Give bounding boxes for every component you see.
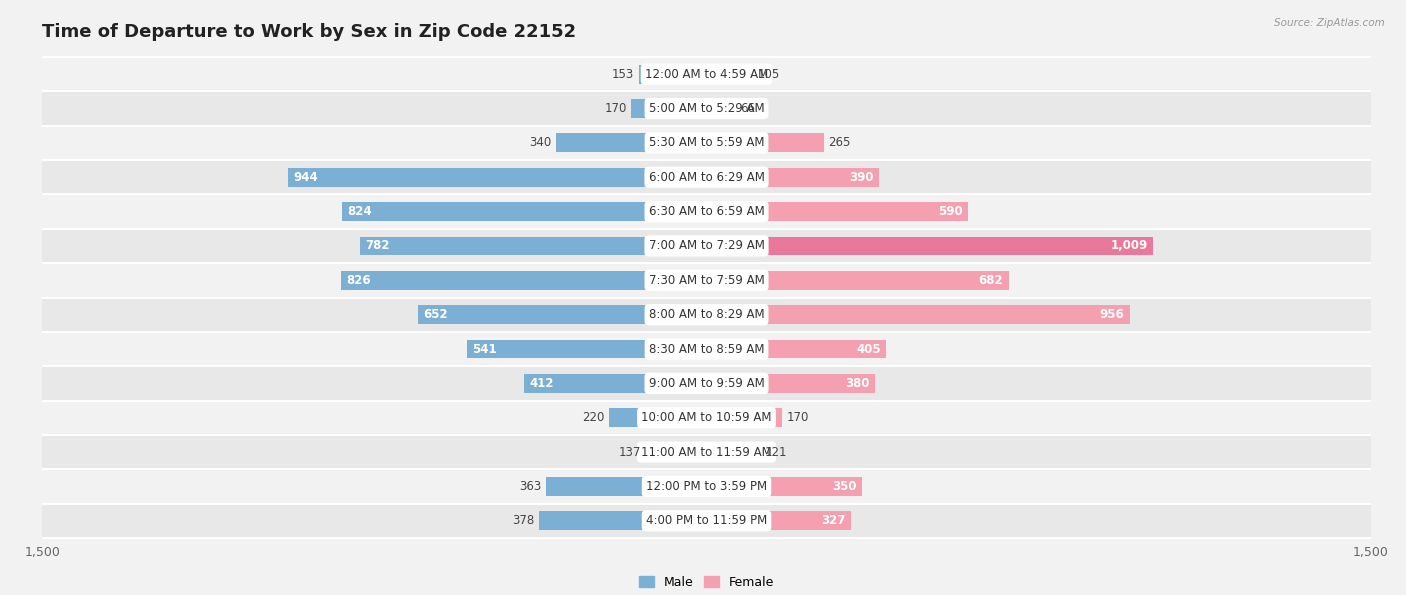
- Text: 121: 121: [765, 446, 787, 459]
- Text: 11:00 AM to 11:59 AM: 11:00 AM to 11:59 AM: [641, 446, 772, 459]
- Legend: Male, Female: Male, Female: [634, 571, 779, 594]
- Bar: [706, 168, 879, 187]
- Bar: [546, 477, 706, 496]
- Text: 6:00 AM to 6:29 AM: 6:00 AM to 6:29 AM: [648, 171, 765, 184]
- Bar: [706, 202, 967, 221]
- Text: 6:30 AM to 6:59 AM: 6:30 AM to 6:59 AM: [648, 205, 765, 218]
- Text: 782: 782: [366, 239, 389, 252]
- Text: 652: 652: [423, 308, 447, 321]
- Bar: [706, 477, 862, 496]
- Text: 378: 378: [512, 514, 534, 527]
- Bar: [609, 408, 706, 427]
- Text: 170: 170: [605, 102, 627, 115]
- Text: 363: 363: [519, 480, 541, 493]
- Bar: [340, 271, 706, 290]
- Bar: [42, 263, 1371, 298]
- Bar: [645, 443, 706, 462]
- Text: 590: 590: [938, 205, 963, 218]
- Text: 8:00 AM to 8:29 AM: 8:00 AM to 8:29 AM: [648, 308, 765, 321]
- Text: 137: 137: [619, 446, 641, 459]
- Bar: [42, 229, 1371, 263]
- Text: 380: 380: [845, 377, 869, 390]
- Text: 541: 541: [472, 343, 496, 356]
- Bar: [524, 374, 706, 393]
- Text: 824: 824: [347, 205, 371, 218]
- Bar: [288, 168, 706, 187]
- Bar: [42, 160, 1371, 195]
- Bar: [42, 126, 1371, 160]
- Bar: [42, 298, 1371, 332]
- Bar: [538, 511, 706, 530]
- Bar: [706, 99, 735, 118]
- Text: 5:30 AM to 5:59 AM: 5:30 AM to 5:59 AM: [648, 136, 765, 149]
- Bar: [42, 503, 1371, 538]
- Bar: [631, 99, 706, 118]
- Bar: [42, 469, 1371, 503]
- Text: 4:00 PM to 11:59 PM: 4:00 PM to 11:59 PM: [645, 514, 768, 527]
- Text: 350: 350: [832, 480, 856, 493]
- Bar: [706, 305, 1130, 324]
- Bar: [706, 374, 875, 393]
- Bar: [706, 511, 852, 530]
- Text: 153: 153: [612, 68, 634, 81]
- Bar: [418, 305, 706, 324]
- Bar: [42, 366, 1371, 400]
- Text: 7:30 AM to 7:59 AM: 7:30 AM to 7:59 AM: [648, 274, 765, 287]
- Bar: [42, 57, 1371, 92]
- Bar: [555, 133, 706, 152]
- Text: 105: 105: [758, 68, 780, 81]
- Bar: [706, 443, 761, 462]
- Text: 340: 340: [529, 136, 551, 149]
- Text: 10:00 AM to 10:59 AM: 10:00 AM to 10:59 AM: [641, 411, 772, 424]
- Text: 7:00 AM to 7:29 AM: 7:00 AM to 7:29 AM: [648, 239, 765, 252]
- Bar: [706, 271, 1008, 290]
- Bar: [638, 65, 706, 84]
- Text: 826: 826: [346, 274, 371, 287]
- Text: 9:00 AM to 9:59 AM: 9:00 AM to 9:59 AM: [648, 377, 765, 390]
- Text: 12:00 PM to 3:59 PM: 12:00 PM to 3:59 PM: [645, 480, 768, 493]
- Bar: [342, 202, 706, 221]
- Bar: [706, 65, 754, 84]
- Text: 66: 66: [740, 102, 755, 115]
- Text: 327: 327: [821, 514, 846, 527]
- Bar: [360, 236, 706, 255]
- Text: 12:00 AM to 4:59 AM: 12:00 AM to 4:59 AM: [645, 68, 768, 81]
- Text: 956: 956: [1099, 308, 1125, 321]
- Text: 220: 220: [582, 411, 605, 424]
- Text: 265: 265: [828, 136, 851, 149]
- Bar: [706, 236, 1153, 255]
- Bar: [42, 332, 1371, 366]
- Bar: [706, 133, 824, 152]
- Text: 405: 405: [856, 343, 880, 356]
- Text: 5:00 AM to 5:29 AM: 5:00 AM to 5:29 AM: [648, 102, 765, 115]
- Bar: [42, 195, 1371, 229]
- Bar: [42, 435, 1371, 469]
- Text: 944: 944: [294, 171, 319, 184]
- Bar: [42, 400, 1371, 435]
- Bar: [42, 92, 1371, 126]
- Text: 1,009: 1,009: [1111, 239, 1149, 252]
- Bar: [467, 340, 706, 358]
- Text: 8:30 AM to 8:59 AM: 8:30 AM to 8:59 AM: [648, 343, 765, 356]
- Bar: [706, 408, 782, 427]
- Text: 390: 390: [849, 171, 875, 184]
- Text: Source: ZipAtlas.com: Source: ZipAtlas.com: [1274, 18, 1385, 28]
- Text: 170: 170: [786, 411, 808, 424]
- Text: 412: 412: [529, 377, 554, 390]
- Bar: [706, 340, 886, 358]
- Text: 682: 682: [979, 274, 1004, 287]
- Text: Time of Departure to Work by Sex in Zip Code 22152: Time of Departure to Work by Sex in Zip …: [42, 23, 576, 41]
